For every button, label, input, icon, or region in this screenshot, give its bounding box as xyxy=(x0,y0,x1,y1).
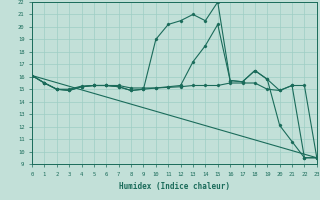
X-axis label: Humidex (Indice chaleur): Humidex (Indice chaleur) xyxy=(119,182,230,191)
